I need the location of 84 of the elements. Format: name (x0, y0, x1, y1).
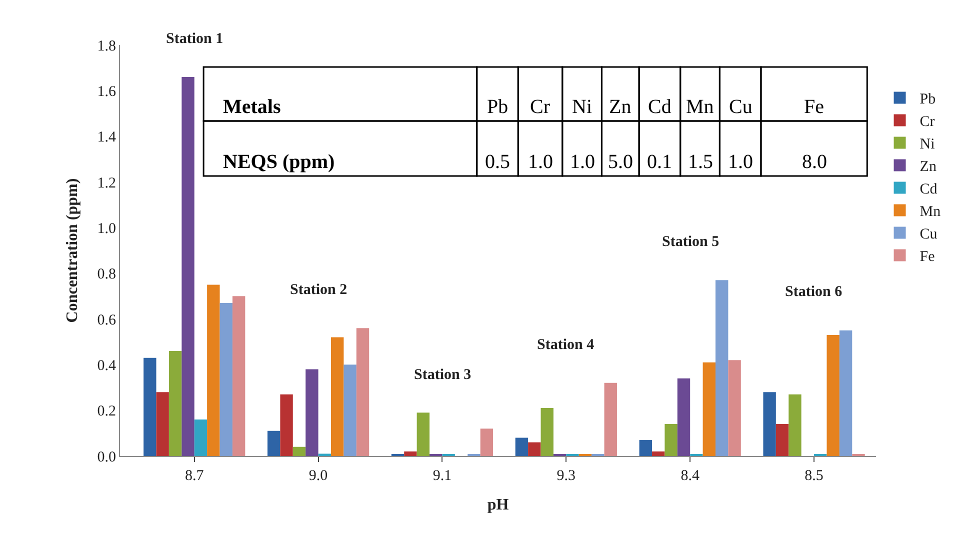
x-tick-label: 8.5 (804, 468, 824, 484)
annotation: Zn (609, 96, 632, 118)
annotation: Station 3 (414, 367, 472, 383)
annotation: Fe (804, 96, 824, 118)
x-tick-label: 9.0 (308, 468, 328, 484)
y-tick-label: 0.8 (97, 266, 116, 283)
bar (331, 337, 344, 456)
y-tick-label: 1.8 (97, 38, 116, 54)
bar (168, 350, 182, 456)
x-tick-label: 9.1 (432, 468, 452, 484)
annotation: 8.0 (802, 151, 827, 173)
legend-label: Zn (920, 159, 937, 176)
legend-label: Fe (920, 249, 936, 266)
y-tick-label: 0.0 (97, 449, 116, 466)
legend-label: Ni (920, 136, 935, 153)
x-axis-title: pH (487, 496, 510, 514)
bar (220, 303, 232, 456)
y-tick-label: 0.4 (97, 358, 116, 374)
bar (404, 451, 417, 456)
annotation: 5.0 (608, 151, 633, 173)
legend-label: Cu (920, 226, 938, 243)
bar (716, 280, 728, 456)
annotation: Station 2 (290, 282, 348, 298)
annotation: 1.0 (570, 151, 595, 173)
bar (677, 378, 690, 456)
bar (416, 412, 430, 456)
bar (826, 334, 840, 456)
annotation: NEQS (ppm) (223, 151, 335, 173)
bar (839, 330, 852, 456)
bar (182, 76, 194, 456)
bar (280, 394, 293, 456)
annotation: Mn (686, 96, 714, 118)
bar (207, 284, 220, 456)
annotation: 0.1 (647, 151, 672, 173)
legend-label: Mn (920, 204, 942, 220)
x-tick-label: 8.7 (184, 468, 204, 484)
legend-label: Pb (920, 92, 936, 108)
bar (515, 438, 528, 456)
y-tick-label: 1.6 (97, 84, 116, 100)
bar (156, 392, 169, 456)
bar (356, 328, 370, 456)
y-tick-label: 0.6 (97, 312, 116, 328)
annotation: 0.5 (485, 151, 510, 173)
bar (306, 369, 318, 456)
annotation: Cr (530, 96, 550, 118)
annotation: 1.0 (728, 151, 753, 173)
y-tick-label: 1.2 (97, 175, 116, 192)
legend-label: Cd (920, 182, 938, 198)
annotation: Station 5 (662, 234, 720, 250)
bar (267, 430, 280, 456)
annotation: Station 4 (537, 337, 595, 353)
bar (776, 424, 789, 456)
bar (788, 394, 802, 456)
y-tick-label: 1.4 (97, 130, 116, 146)
annotation: Metals (223, 96, 281, 118)
x-tick-label: 8.4 (680, 468, 700, 484)
bar (194, 419, 208, 456)
annotation: 1.5 (688, 151, 713, 173)
annotation: 1.0 (528, 151, 553, 173)
bar (639, 440, 652, 456)
bar (652, 451, 665, 456)
bar (480, 428, 494, 456)
bar (763, 392, 776, 456)
x-tick-label: 9.3 (556, 468, 576, 484)
bar (344, 364, 356, 456)
y-tick-label: 0.2 (97, 404, 116, 420)
bar (232, 296, 246, 456)
annotation: Station 6 (785, 284, 843, 300)
annotation: Cd (648, 96, 672, 118)
annotation: Station 1 (166, 31, 224, 47)
y-axis-title: Concentration (ppm) (64, 178, 82, 323)
bar (528, 442, 541, 456)
bar (292, 446, 306, 456)
legend-label: Cr (920, 114, 935, 130)
annotation: Pb (487, 96, 508, 118)
annotation: Cu (729, 96, 752, 118)
bar (144, 358, 156, 456)
annotation: Ni (572, 96, 592, 118)
bar (728, 360, 741, 456)
bar (540, 408, 554, 456)
bar (664, 424, 678, 456)
bar (702, 362, 716, 456)
y-tick-label: 1.0 (97, 220, 116, 237)
bar (604, 382, 617, 456)
